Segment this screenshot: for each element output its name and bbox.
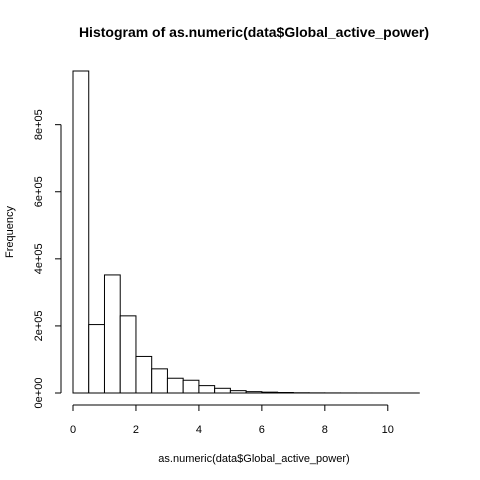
y-tick-label: 0e+00 — [33, 378, 45, 409]
x-axis: 0 2 4 6 8 10 — [70, 405, 394, 436]
x-tick-label: 0 — [70, 424, 76, 436]
x-tick-label: 4 — [196, 424, 202, 436]
y-axis-label: Frequency — [4, 206, 16, 258]
x-tick-label: 8 — [322, 424, 328, 436]
histogram-bar — [73, 71, 89, 393]
y-tick-label: 2e+05 — [33, 310, 45, 341]
histogram-bar — [278, 393, 294, 394]
y-tick-label: 8e+05 — [33, 109, 45, 140]
y-tick-label: 6e+05 — [33, 176, 45, 207]
histogram-bar — [136, 356, 152, 393]
x-tick-label: 6 — [259, 424, 265, 436]
histogram-bar — [152, 369, 168, 393]
histogram-bar — [262, 392, 278, 393]
histogram-bar — [89, 325, 105, 393]
x-tick-label: 10 — [382, 424, 394, 436]
histogram-bar — [120, 316, 136, 393]
histogram-bar — [215, 388, 231, 393]
histogram-bars — [73, 71, 419, 393]
histogram-bar — [167, 378, 183, 393]
histogram-bar — [199, 386, 215, 393]
x-axis-label: as.numeric(data$Global_active_power) — [158, 453, 349, 465]
histogram-bar — [230, 391, 246, 393]
histogram-bar — [104, 275, 120, 393]
histogram-bar — [183, 380, 199, 393]
histogram-bar — [246, 392, 262, 393]
y-axis: 0e+00 2e+05 4e+05 6e+05 8e+05 — [33, 109, 61, 408]
y-tick-label: 4e+05 — [33, 243, 45, 274]
chart-title: Histogram of as.numeric(data$Global_acti… — [79, 24, 429, 40]
x-tick-label: 2 — [133, 424, 139, 436]
